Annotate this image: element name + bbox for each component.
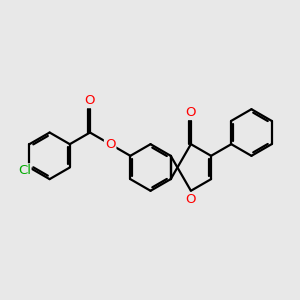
Text: O: O xyxy=(186,106,196,119)
Text: O: O xyxy=(105,138,116,151)
Text: O: O xyxy=(85,94,95,107)
Text: O: O xyxy=(186,193,196,206)
Text: Cl: Cl xyxy=(18,164,31,177)
